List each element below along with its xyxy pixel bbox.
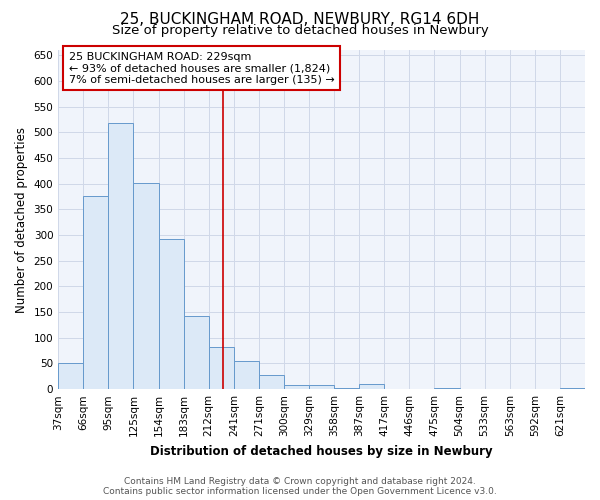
Bar: [334, 388, 359, 389]
X-axis label: Distribution of detached houses by size in Newbury: Distribution of detached houses by size …: [150, 444, 493, 458]
Bar: [58, 364, 83, 389]
Bar: [359, 384, 385, 389]
Text: 25 BUCKINGHAM ROAD: 229sqm
← 93% of detached houses are smaller (1,824)
7% of se: 25 BUCKINGHAM ROAD: 229sqm ← 93% of deta…: [69, 52, 334, 85]
Bar: [209, 347, 234, 389]
Bar: [560, 388, 585, 389]
Bar: [259, 375, 284, 389]
Text: Contains public sector information licensed under the Open Government Licence v3: Contains public sector information licen…: [103, 487, 497, 496]
Bar: [184, 316, 209, 389]
Y-axis label: Number of detached properties: Number of detached properties: [15, 126, 28, 312]
Bar: [158, 239, 184, 389]
Bar: [434, 388, 460, 389]
Bar: [133, 183, 158, 389]
Bar: [109, 124, 133, 389]
Text: 25, BUCKINGHAM ROAD, NEWBURY, RG14 6DH: 25, BUCKINGHAM ROAD, NEWBURY, RG14 6DH: [121, 12, 479, 28]
Bar: [83, 196, 109, 389]
Text: Size of property relative to detached houses in Newbury: Size of property relative to detached ho…: [112, 24, 488, 37]
Text: Contains HM Land Registry data © Crown copyright and database right 2024.: Contains HM Land Registry data © Crown c…: [124, 477, 476, 486]
Bar: [309, 384, 334, 389]
Bar: [234, 361, 259, 389]
Bar: [284, 385, 309, 389]
